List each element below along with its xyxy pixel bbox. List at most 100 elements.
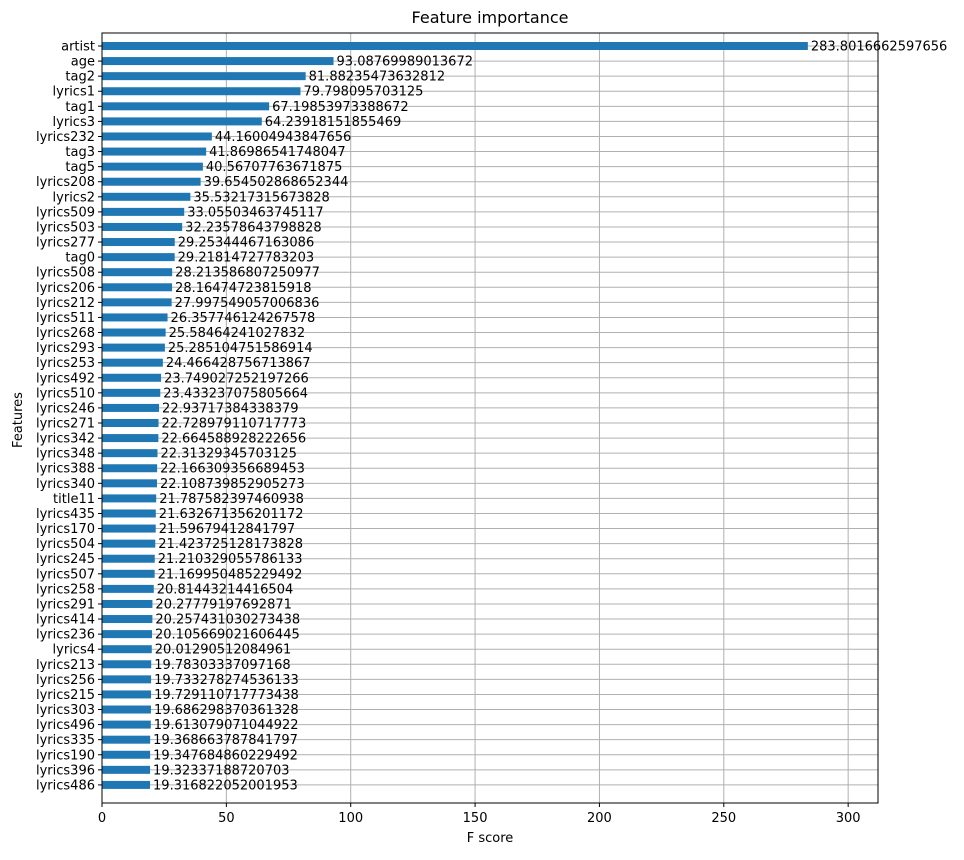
data-label-lyrics277: 29.25344467163086: [178, 236, 314, 251]
data-label-artist: 283.8016662597656: [811, 40, 947, 55]
y-tick-label-lyrics335: lyrics335: [36, 733, 95, 748]
data-label-lyrics245: 21.210329055786133: [158, 552, 303, 567]
y-tick-label-lyrics342: lyrics342: [36, 432, 95, 447]
y-tick-label-lyrics486: lyrics486: [36, 778, 95, 793]
y-tick-label-lyrics215: lyrics215: [36, 688, 95, 703]
y-tick-label-lyrics510: lyrics510: [36, 386, 95, 401]
data-label-lyrics236: 20.105669021606445: [155, 628, 300, 643]
data-label-lyrics206: 28.16474723815918: [175, 281, 311, 296]
data-label-lyrics496: 19.613079071044922: [154, 718, 299, 733]
data-label-lyrics335: 19.368663787841797: [153, 733, 298, 748]
bar-lyrics504: [102, 539, 156, 548]
data-label-tag5: 40.56707763671875: [206, 160, 342, 175]
y-tick-label-title11: title11: [53, 492, 95, 507]
bar-lyrics414: [102, 615, 153, 624]
x-tick-label: 0: [98, 811, 106, 826]
data-label-lyrics190: 19.347684860229492: [153, 748, 298, 763]
bar-lyrics348: [102, 449, 158, 458]
y-tick-label-lyrics208: lyrics208: [36, 175, 95, 190]
bar-lyrics277: [102, 238, 175, 247]
y-tick-label-lyrics303: lyrics303: [36, 703, 95, 718]
bar-lyrics492: [102, 373, 162, 382]
bar-lyrics268: [102, 328, 166, 337]
bar-lyrics1: [102, 87, 301, 96]
bar-lyrics190: [102, 750, 151, 759]
data-label-lyrics396: 19.32337188720703: [153, 763, 289, 778]
x-tick-label: 250: [711, 811, 736, 826]
y-tick-label-lyrics293: lyrics293: [36, 341, 95, 356]
bar-lyrics215: [102, 690, 152, 699]
data-label-lyrics256: 19.733278274536133: [154, 673, 299, 688]
data-label-lyrics268: 25.58464241027832: [169, 326, 305, 341]
y-tick-label-lyrics396: lyrics396: [36, 763, 95, 778]
bar-tag3: [102, 147, 207, 156]
y-tick-label-age: age: [71, 55, 95, 70]
y-tick-label-lyrics253: lyrics253: [36, 356, 95, 371]
data-label-tag1: 67.19853973388672: [272, 100, 408, 115]
bar-lyrics245: [102, 554, 155, 563]
y-tick-label-tag2: tag2: [65, 70, 95, 85]
bar-lyrics508: [102, 268, 173, 277]
bar-lyrics253: [102, 358, 163, 367]
bar-lyrics303: [102, 705, 151, 714]
data-label-lyrics507: 21.169950485229492: [158, 567, 303, 582]
bar-lyrics293: [102, 343, 165, 352]
data-label-lyrics3: 64.23918151855469: [265, 115, 401, 130]
bar-lyrics2: [102, 192, 191, 201]
chart-title: Feature importance: [412, 8, 569, 27]
y-tick-layer: artistagetag2lyrics1tag1lyrics3lyrics232…: [36, 40, 102, 793]
bar-tag5: [102, 162, 203, 171]
data-label-lyrics170: 21.59679412841797: [159, 522, 295, 537]
data-label-lyrics215: 19.729110717773438: [154, 688, 299, 703]
bar-lyrics511: [102, 313, 168, 322]
y-tick-label-lyrics509: lyrics509: [36, 205, 95, 220]
bar-lyrics342: [102, 434, 159, 443]
data-label-lyrics208: 39.654502868652344: [204, 175, 349, 190]
y-tick-label-lyrics496: lyrics496: [36, 718, 95, 733]
y-tick-label-lyrics206: lyrics206: [36, 281, 95, 296]
y-tick-label-tag3: tag3: [65, 145, 95, 160]
bar-lyrics507: [102, 569, 155, 578]
bar-title11: [102, 494, 157, 503]
y-tick-label-lyrics492: lyrics492: [36, 371, 95, 386]
bar-tag1: [102, 102, 270, 111]
y-tick-label-lyrics2: lyrics2: [53, 190, 95, 205]
bar-lyrics388: [102, 464, 158, 473]
bar-lyrics212: [102, 298, 172, 307]
bar-lyrics335: [102, 735, 151, 744]
y-tick-label-lyrics258: lyrics258: [36, 582, 95, 597]
x-tick-label: 150: [463, 811, 488, 826]
bar-lyrics271: [102, 419, 159, 427]
data-label-lyrics232: 44.16004943847656: [215, 130, 351, 145]
data-label-lyrics511: 26.357746124267578: [171, 311, 316, 326]
bar-lyrics496: [102, 720, 151, 729]
data-label-lyrics212: 27.997549057006836: [175, 296, 320, 311]
bar-lyrics236: [102, 630, 153, 639]
bar-lyrics258: [102, 584, 154, 593]
y-tick-label-lyrics236: lyrics236: [36, 628, 95, 643]
data-label-lyrics293: 25.285104751586914: [168, 341, 313, 356]
y-tick-label-tag0: tag0: [65, 251, 95, 266]
data-label-lyrics388: 22.166309356689453: [160, 462, 305, 477]
bar-lyrics246: [102, 403, 160, 412]
data-label-layer: 283.8016662597656 93.0876998901367281.882…: [153, 40, 947, 794]
plot-frame: [101, 32, 879, 804]
y-tick-label-lyrics232: lyrics232: [36, 130, 95, 145]
data-label-lyrics348: 22.31329345703125: [160, 447, 296, 462]
data-label-lyrics486: 19.316822052001953: [153, 778, 298, 793]
x-tick-label: 300: [836, 811, 861, 826]
data-label-lyrics435: 21.632671356201172: [159, 507, 304, 522]
data-label-lyrics508: 28.213586807250977: [175, 266, 320, 281]
y-tick-label-lyrics504: lyrics504: [36, 537, 95, 552]
data-label-lyrics503: 32.23578643798828: [185, 220, 321, 235]
data-label-lyrics504: 21.423725128173828: [158, 537, 303, 552]
y-tick-label-lyrics268: lyrics268: [36, 326, 95, 341]
bar-lyrics213: [102, 660, 152, 669]
y-tick-label-lyrics511: lyrics511: [36, 311, 95, 326]
data-label-lyrics342: 22.664588928222656: [161, 432, 306, 447]
data-label-title11: 21.787582397460938: [159, 492, 304, 507]
x-tick-label: 100: [338, 811, 363, 826]
y-tick-label-lyrics213: lyrics213: [36, 658, 95, 673]
bar-lyrics435: [102, 509, 156, 518]
data-label-lyrics4: 20.01290512084961: [155, 643, 291, 658]
